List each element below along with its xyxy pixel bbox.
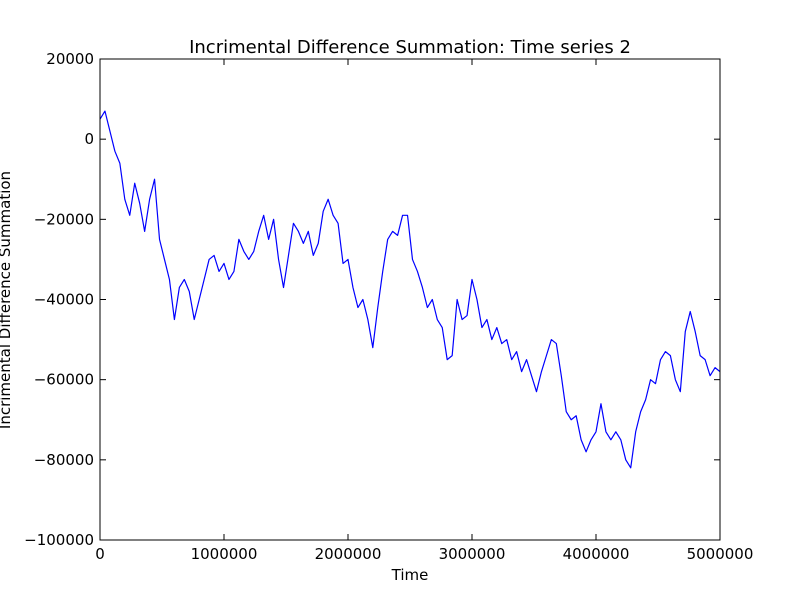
y-tick-label: −20000 [34, 210, 94, 228]
x-tick-label: 4000000 [563, 545, 630, 563]
x-tick-label: 5000000 [687, 545, 754, 563]
y-tick-label: 20000 [46, 50, 94, 68]
y-tick-label: −100000 [24, 531, 94, 549]
y-tick-label: −60000 [34, 371, 94, 389]
x-tick-label: 2000000 [315, 545, 382, 563]
x-tick-label: 3000000 [439, 545, 506, 563]
x-tick-label: 0 [95, 545, 105, 563]
y-tick-label: −80000 [34, 451, 94, 469]
chart-title: Incrimental Difference Summation: Time s… [189, 37, 631, 58]
x-axis-label: Time [391, 566, 429, 584]
y-axis-label: Incrimental Difference Summation [0, 171, 14, 429]
data-line [99, 110, 721, 469]
x-tick-label: 1000000 [191, 545, 258, 563]
y-tick-label: −40000 [34, 291, 94, 309]
y-tick-label: 0 [84, 130, 94, 148]
